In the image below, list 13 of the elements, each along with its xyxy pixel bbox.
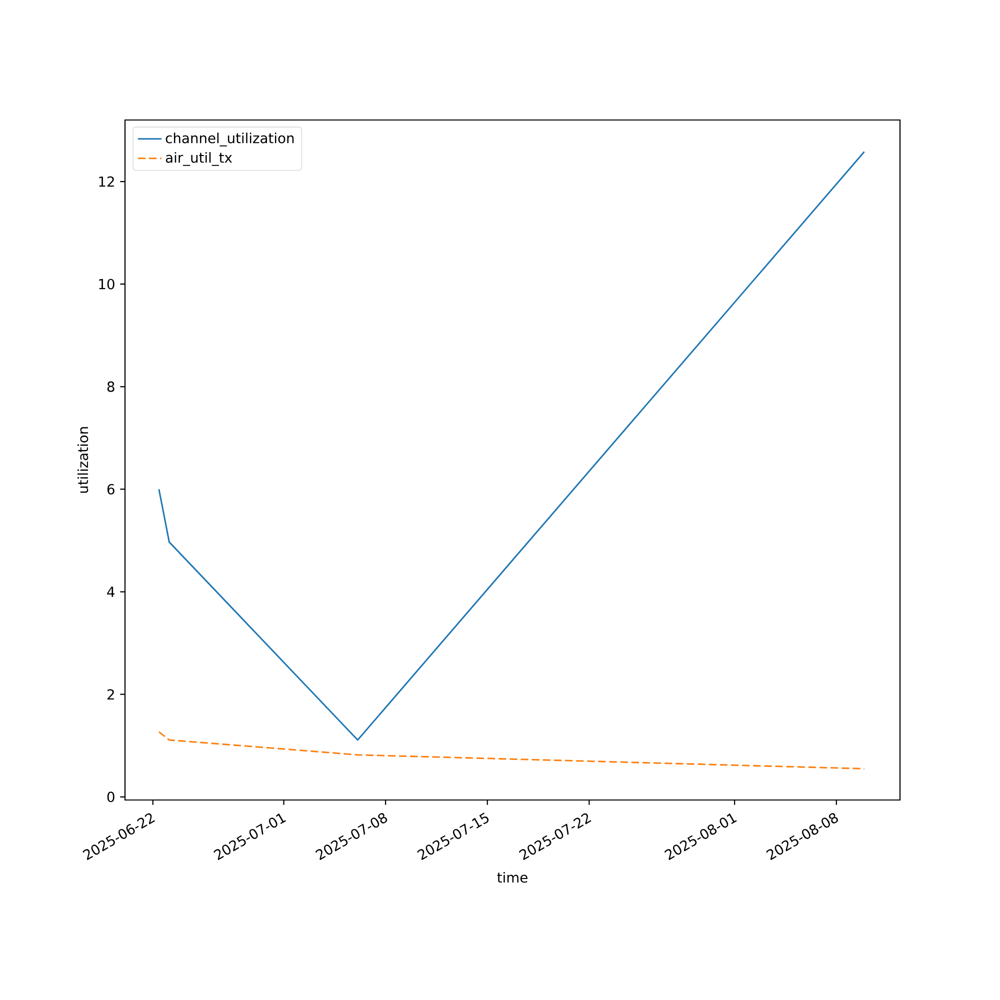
legend-label: air_util_tx: [166, 152, 232, 166]
legend-label: channel_utilization: [166, 132, 294, 146]
line-series: [158, 731, 866, 770]
x-axis-title: time: [497, 872, 528, 883]
y-tick-label: 2: [107, 689, 114, 700]
y-tick-label: 10: [99, 278, 114, 290]
y-tick-label: 4: [107, 586, 114, 597]
y-tick-label: 8: [107, 381, 114, 392]
y-axis-title: utilization: [77, 427, 88, 493]
y-tick-label: 6: [107, 484, 114, 494]
line-series: [158, 151, 866, 741]
y-tick-label: 0: [107, 792, 114, 802]
y-tick-label: 12: [99, 176, 114, 187]
